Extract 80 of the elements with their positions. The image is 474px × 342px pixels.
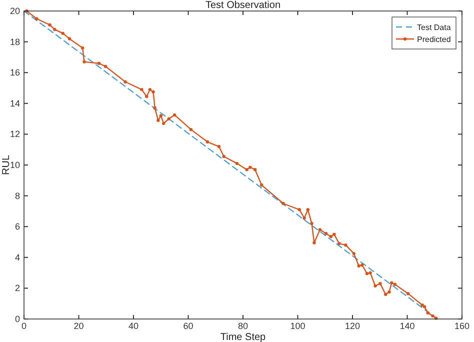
point [248, 166, 252, 169]
point [172, 113, 176, 117]
point [145, 94, 148, 98]
y-tick-label: 18 [10, 36, 20, 47]
point [153, 106, 156, 110]
point [156, 118, 160, 122]
point [344, 243, 348, 247]
x-tick-label: 100 [290, 321, 306, 331]
x-tick-label: 60 [183, 321, 194, 331]
point [329, 235, 332, 238]
point [360, 264, 364, 267]
point [390, 281, 394, 284]
point [310, 222, 314, 226]
chart-title: Test Observation [205, 0, 281, 11]
point [384, 292, 388, 296]
x-tick-label: 0 [21, 321, 27, 331]
x-tick-label: 40 [128, 321, 139, 331]
point [80, 46, 84, 50]
point [206, 140, 210, 144]
point [337, 242, 341, 246]
point [260, 183, 264, 187]
point [253, 168, 257, 172]
point [306, 208, 310, 212]
point [393, 282, 397, 286]
point [124, 80, 127, 84]
point [159, 114, 162, 118]
point [302, 216, 306, 220]
point [148, 88, 152, 92]
point [298, 208, 301, 212]
point [365, 272, 369, 276]
legend-label: Predicted [417, 35, 451, 44]
point [152, 90, 155, 94]
point [48, 23, 52, 26]
point [332, 232, 336, 236]
point [97, 62, 101, 65]
point [162, 122, 166, 126]
point [61, 32, 64, 35]
point [374, 284, 377, 288]
point [426, 311, 430, 314]
point [222, 154, 226, 158]
point [368, 271, 372, 274]
y-tick-label: 12 [10, 129, 20, 140]
point [324, 232, 328, 236]
x-tick-label: 140 [400, 321, 415, 331]
x-tick-label: 80 [238, 321, 248, 331]
y-tick-label: 6 [14, 222, 20, 232]
point [312, 241, 316, 244]
y-tick-label: 8 [14, 190, 20, 201]
y-tick-label: 4 [14, 252, 20, 262]
point [282, 202, 285, 206]
point [318, 228, 322, 232]
point [68, 37, 72, 40]
x-tick-label: 120 [344, 321, 360, 331]
point [53, 28, 56, 32]
point [235, 162, 239, 166]
y-tick-label: 0 [14, 314, 20, 324]
point [406, 292, 410, 296]
point [82, 60, 86, 64]
legend-label: Test Data [417, 23, 452, 32]
y-tick-label: 20 [10, 6, 20, 16]
x-tick-label: 160 [454, 321, 470, 331]
point [104, 64, 108, 68]
y-tick-label: 10 [10, 160, 20, 170]
point [352, 252, 356, 256]
point [217, 144, 221, 148]
point [167, 117, 170, 120]
point [140, 88, 144, 92]
x-axis-title: Time Step [220, 332, 266, 342]
point [431, 314, 434, 318]
x-tick-label: 20 [74, 321, 84, 331]
y-tick-label: 14 [10, 98, 20, 108]
y-tick-label: 16 [10, 68, 20, 78]
y-tick-label: 2 [14, 283, 20, 294]
point [422, 305, 426, 308]
point [245, 168, 248, 172]
point [189, 128, 193, 132]
point [388, 290, 391, 294]
point [378, 282, 382, 286]
point [357, 264, 360, 268]
point [34, 17, 38, 20]
